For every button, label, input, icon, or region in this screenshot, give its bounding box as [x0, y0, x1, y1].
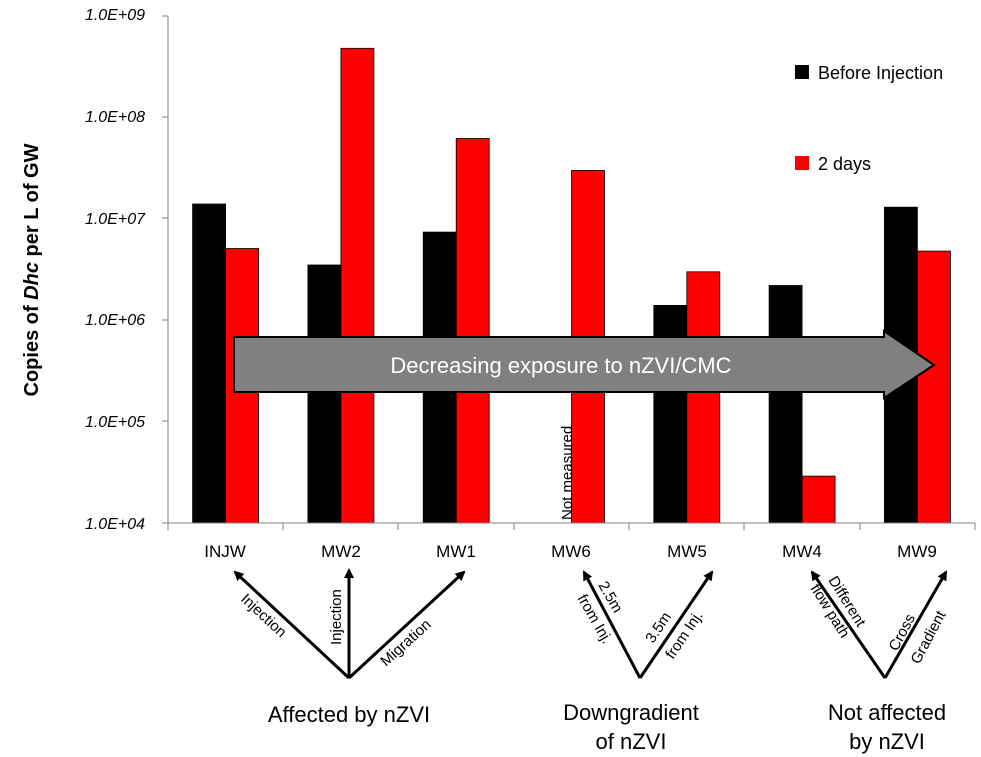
bar-before-injection-mw2 [307, 264, 342, 524]
legend-swatch-2days [795, 156, 809, 170]
group-label: Not affected [828, 700, 946, 725]
y-tick-label: 1.0E+09 [85, 7, 145, 24]
y-axis-label: Copies of Dhc per L of GW [21, 143, 43, 396]
bar-2-days-mw1 [455, 138, 490, 524]
x-tick-label: MW5 [667, 542, 707, 561]
exposure-arrow-shape [233, 329, 936, 400]
group-label: by nZVI [849, 729, 925, 754]
bar-2-days-mw2 [340, 47, 375, 524]
pointer-label: Injection [328, 589, 345, 645]
not-measured-label: Not measured [559, 426, 576, 520]
bar-before-injection-mw4 [768, 285, 803, 524]
pointer-label: Gradient [908, 607, 950, 667]
group-label: Downgradient [563, 700, 699, 725]
x-tick-label: MW2 [321, 542, 361, 561]
pointer-arrows [233, 568, 948, 680]
y-tick-label: 1.0E+07 [85, 211, 146, 228]
x-tick-labels: INJW MW2 MW1 MW6 MW5 MW4 MW9 [204, 542, 937, 561]
group-label: Affected by nZVI [268, 702, 430, 727]
x-tick-label: MW1 [436, 542, 476, 561]
y-tick-label: 1.0E+04 [85, 516, 145, 533]
x-tick-label: MW4 [782, 542, 822, 561]
exposure-arrow: Decreasing exposure to nZVI/CMC [233, 329, 936, 400]
bar-2-days-mw5 [686, 271, 721, 524]
exposure-arrow-label: Decreasing exposure to nZVI/CMC [390, 353, 731, 378]
x-tick-label: MW9 [897, 542, 937, 561]
legend-swatch-before [795, 65, 809, 79]
bar-before-injection-injw [192, 203, 227, 524]
group-labels: Affected by nZVI Downgradient of nZVI No… [268, 700, 946, 754]
pointer-arrow [347, 570, 466, 680]
y-tick-label: 1.0E+05 [85, 414, 145, 431]
y-tick-label: 1.0E+06 [85, 312, 145, 329]
legend: Before Injection 2 days [795, 63, 943, 174]
axes [162, 15, 976, 530]
pointer-arrow [810, 570, 887, 679]
bar-2-days-mw9 [917, 250, 951, 524]
y-tick-label: 1.0E+08 [85, 109, 145, 126]
pointer-arrow [233, 570, 351, 680]
bar-2-days-mw4 [801, 475, 836, 524]
pointer-arrow [582, 570, 642, 679]
legend-label-before: Before Injection [818, 63, 943, 83]
pointer-arrow [883, 570, 948, 679]
y-tick-labels: 1.0E+04 1.0E+05 1.0E+06 1.0E+07 1.0E+08 … [85, 7, 146, 533]
group-label: of nZVI [596, 729, 667, 754]
x-tick-label: MW6 [551, 542, 591, 561]
legend-label-2days: 2 days [818, 154, 871, 174]
pointer-arrow [638, 570, 714, 679]
x-tick-label: INJW [204, 542, 246, 561]
